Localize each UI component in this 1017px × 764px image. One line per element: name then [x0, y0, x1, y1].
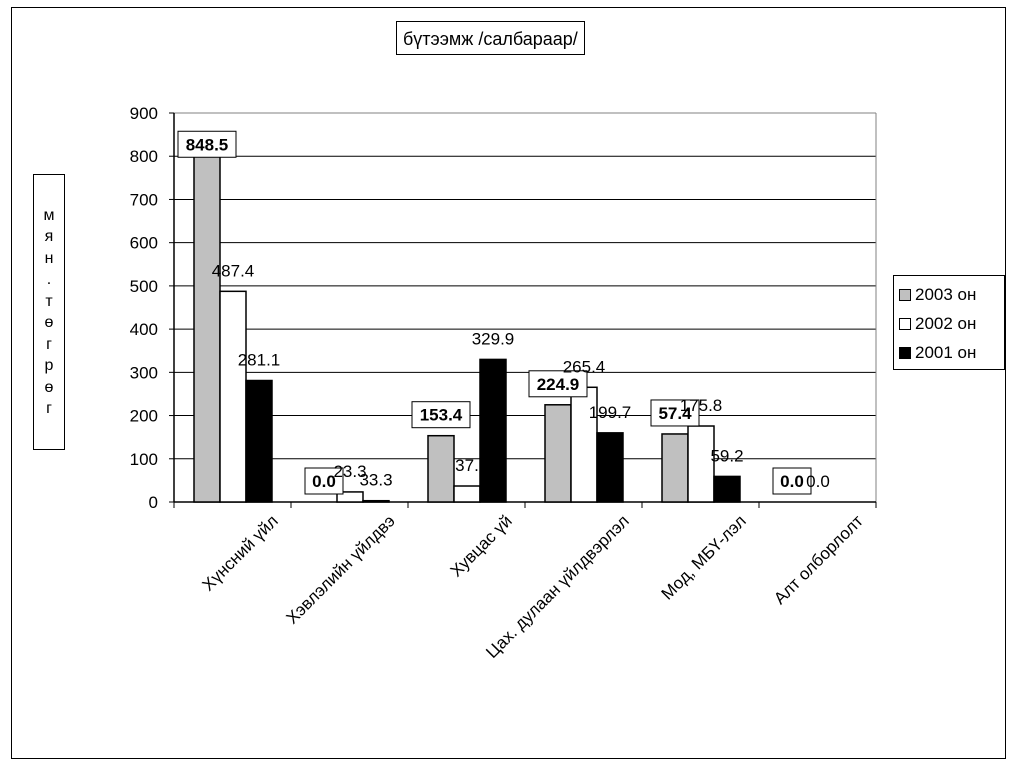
y-tick-label: 800 — [130, 147, 158, 166]
legend-item: 2002 он — [899, 309, 1004, 338]
chart-area — [11, 7, 1006, 759]
legend-item: 2003 он — [899, 280, 1004, 309]
legend: 2003 он 2002 он 2001 он — [893, 275, 1005, 370]
y-tick-label: 700 — [130, 190, 158, 209]
bar — [687, 425, 715, 503]
y-tick-label: 400 — [130, 320, 158, 339]
legend-swatch — [899, 288, 911, 301]
y-tick-label: 500 — [130, 277, 158, 296]
data-label: 0.0 — [806, 472, 830, 491]
data-label-box — [650, 399, 700, 427]
legend-label: 2002 он — [915, 313, 977, 333]
bar — [219, 290, 247, 503]
bar — [427, 434, 455, 503]
data-label: 33.3 — [359, 471, 392, 490]
x-tick-label: Хэвлэлийн үйлдвэ — [283, 511, 399, 627]
data-label-box — [411, 401, 471, 429]
data-label: 0.0 — [780, 472, 804, 491]
data-label: 23.3 — [333, 462, 366, 481]
y-tick-label: 900 — [130, 104, 158, 123]
legend-swatch — [899, 346, 911, 359]
data-label-box — [772, 467, 812, 495]
y-tick-label: 200 — [130, 407, 158, 426]
data-label: 848.5 — [186, 135, 229, 154]
y-tick-label: 600 — [130, 234, 158, 253]
data-label: 153.4 — [420, 406, 463, 425]
x-tick-label: Алт олборлолт — [770, 511, 867, 608]
legend-swatch — [899, 317, 911, 330]
data-label: 175.8 — [680, 396, 723, 415]
bar — [193, 134, 221, 503]
y-axis-label-char: р — [44, 357, 54, 374]
data-label: 199.7 — [589, 403, 632, 422]
y-axis-label-char: ө — [44, 314, 54, 331]
data-label: 59.2 — [710, 446, 743, 465]
data-label: 265.4 — [563, 357, 606, 376]
y-axis-label-char: ө — [44, 378, 54, 396]
x-tick-label: Хүнсний үйл — [199, 511, 282, 594]
y-axis-label-char: н — [44, 249, 54, 267]
data-label: 224.9 — [537, 375, 580, 394]
data-label-box — [177, 130, 237, 158]
y-tick-label: 300 — [130, 363, 158, 382]
bar — [336, 491, 364, 503]
y-tick-label: 100 — [130, 450, 158, 469]
y-axis-label-char: т — [45, 292, 53, 310]
bar — [245, 379, 273, 503]
chart-title: бүтээмж /салбараар/ — [396, 21, 585, 55]
data-label: 57.4 — [658, 404, 692, 423]
y-axis-label-char: я — [44, 228, 54, 245]
bar — [713, 475, 741, 503]
bar — [596, 432, 624, 503]
bar — [570, 386, 598, 503]
data-label: 487.4 — [212, 261, 255, 280]
data-label: 281.1 — [238, 351, 281, 370]
bar — [453, 485, 481, 503]
data-label: 37. — [455, 456, 479, 475]
y-tick-label: 0 — [149, 493, 158, 512]
data-label: 329.9 — [472, 329, 515, 348]
bar — [362, 499, 390, 503]
y-axis-label-char: м — [43, 206, 55, 224]
legend-item: 2001 он — [899, 338, 1004, 367]
data-label-box — [528, 370, 588, 398]
bar — [661, 433, 689, 503]
legend-label: 2003 он — [915, 284, 977, 304]
bar — [544, 404, 572, 503]
x-tick-label: Мод, МБҮ-лэл — [658, 511, 750, 603]
data-label: 0.0 — [312, 472, 336, 491]
legend-label: 2001 он — [915, 342, 977, 362]
y-axis-label-char: . — [46, 271, 52, 288]
data-label-box — [304, 467, 344, 495]
y-axis-label-char: г — [46, 335, 52, 353]
x-tick-label: Хувцас үй — [447, 511, 516, 580]
bar — [479, 358, 507, 503]
y-axis-label-char: г — [46, 400, 52, 417]
